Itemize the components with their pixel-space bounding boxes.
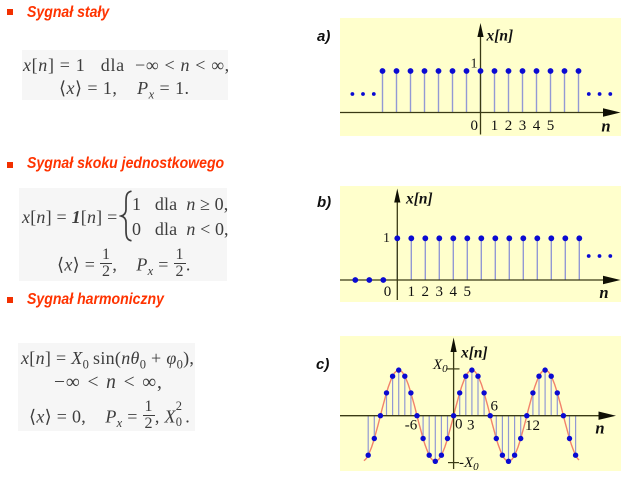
svg-text:3: 3 xyxy=(436,284,444,300)
svg-text:x[n]: x[n] xyxy=(486,28,514,45)
svg-text:12: 12 xyxy=(525,418,540,434)
svg-text:x[n]: x[n] xyxy=(460,345,488,362)
svg-text:6: 6 xyxy=(491,399,499,415)
svg-text:0: 0 xyxy=(471,118,479,134)
svg-text:1: 1 xyxy=(383,231,390,246)
svg-text:2: 2 xyxy=(505,118,513,134)
svg-text:-6: -6 xyxy=(405,418,418,434)
svg-text:5: 5 xyxy=(464,284,472,300)
svg-text:n: n xyxy=(595,419,604,438)
svg-text:4: 4 xyxy=(450,284,458,300)
svg-text:4: 4 xyxy=(533,118,541,134)
svg-text:0: 0 xyxy=(455,417,463,433)
svg-text:3: 3 xyxy=(519,118,527,134)
svg-text:1: 1 xyxy=(408,284,416,300)
svg-text:3: 3 xyxy=(467,418,475,434)
svg-text:1: 1 xyxy=(491,118,499,134)
svg-text:5: 5 xyxy=(547,118,555,134)
svg-text:n: n xyxy=(599,283,608,302)
svg-text:n: n xyxy=(601,117,610,136)
svg-text:0: 0 xyxy=(384,284,392,300)
svg-text:1: 1 xyxy=(471,57,478,72)
svg-text:2: 2 xyxy=(422,284,430,300)
svg-text:x[n]: x[n] xyxy=(405,191,433,208)
